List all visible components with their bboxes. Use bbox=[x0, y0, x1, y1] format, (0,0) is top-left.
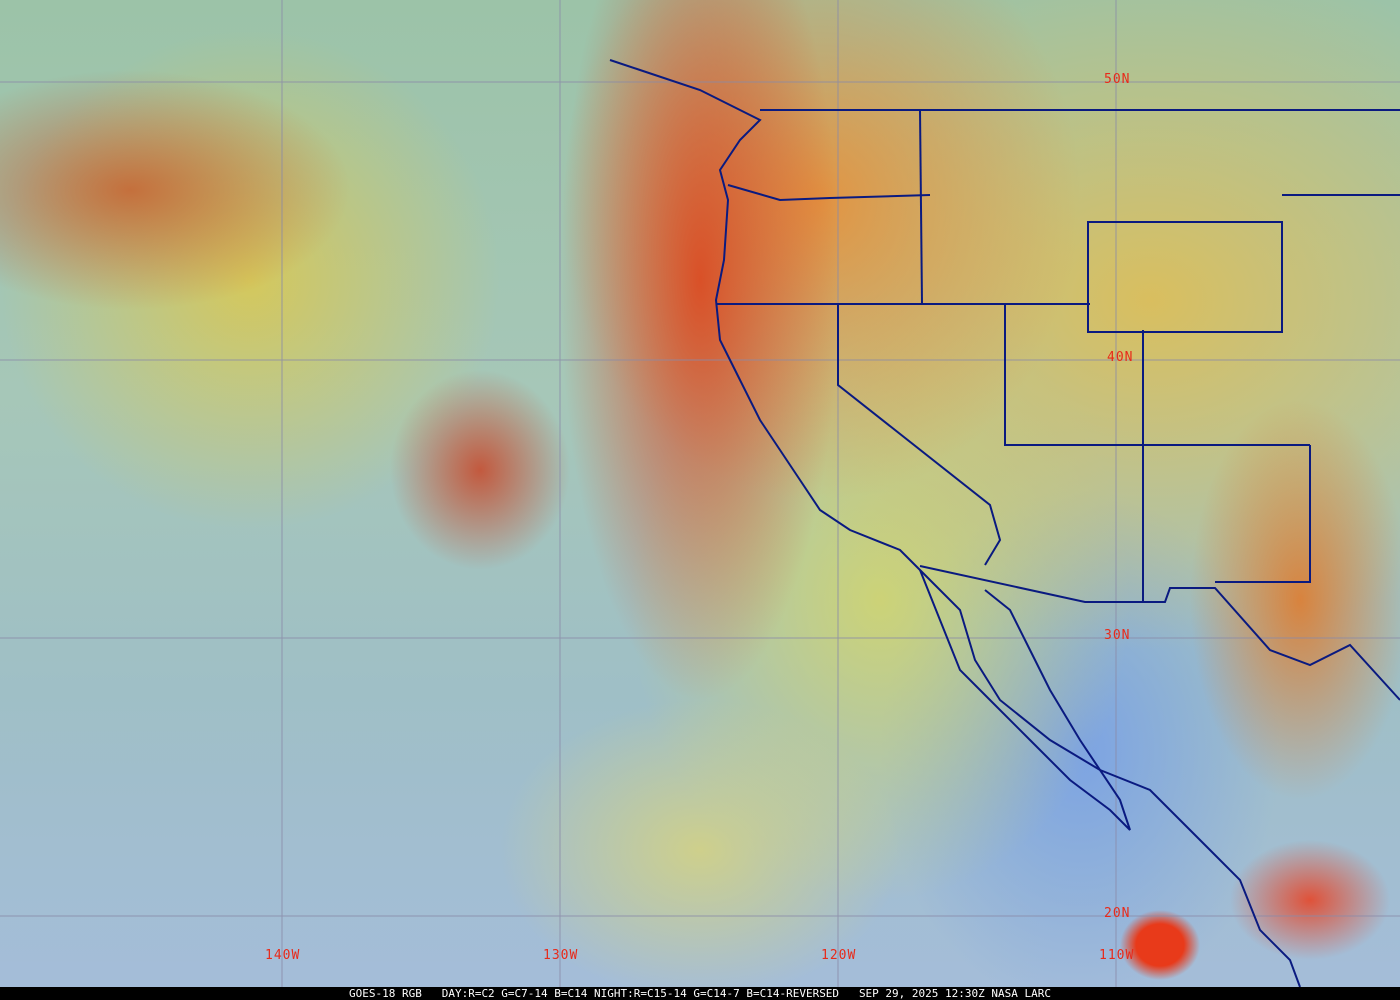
nevada-utah-border bbox=[1004, 304, 1310, 446]
image-caption-bar: GOES-18 RGB DAY:R=C2 G=C7-14 B=C14 NIGHT… bbox=[0, 987, 1400, 1000]
idaho-border bbox=[919, 109, 923, 305]
nm-texas-border bbox=[1215, 445, 1311, 583]
longitude-label-110w: 110W bbox=[1099, 948, 1135, 963]
satellite-name: GOES-18 RGB bbox=[348, 987, 422, 1000]
longitude-label-140w: 140W bbox=[265, 948, 301, 963]
washington-oregon-border bbox=[727, 184, 931, 202]
timestamp: SEP 29, 2025 12:30Z bbox=[858, 987, 985, 1000]
longitude-label-130w: 130W bbox=[543, 948, 579, 963]
latitude-label-50n: 50N bbox=[1104, 72, 1131, 87]
baja-peninsula bbox=[919, 569, 1131, 831]
latitude-label-40n: 40N bbox=[1107, 350, 1134, 365]
us-mexico-border bbox=[919, 565, 1400, 701]
rgb-recipe: DAY:R=C2 G=C7-14 B=C14 NIGHT:R=C15-14 G=… bbox=[441, 987, 840, 1000]
longitude-label-120w: 120W bbox=[821, 948, 857, 963]
colorado-box bbox=[1087, 221, 1283, 333]
west-coast bbox=[609, 59, 1301, 987]
credit: NASA LARC bbox=[991, 987, 1052, 1000]
california-nevada-border bbox=[837, 304, 1002, 566]
latitude-label-20n: 20N bbox=[1104, 906, 1131, 921]
coastline-and-borders bbox=[609, 59, 1400, 987]
latitude-label-30n: 30N bbox=[1104, 628, 1131, 643]
